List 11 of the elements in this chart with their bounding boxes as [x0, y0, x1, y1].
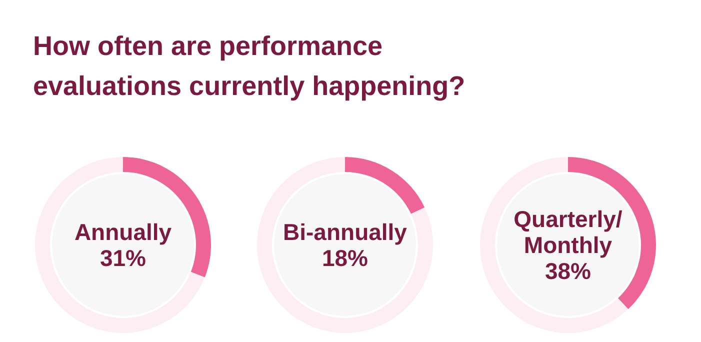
- data-label: 38%: [544, 258, 592, 284]
- slice-label: Annually: [74, 219, 172, 245]
- data-label: 18%: [322, 245, 368, 271]
- slice-label: Quarterly/ Monthly: [514, 206, 623, 258]
- chart-title: How often are performance evaluations currently happening?: [33, 31, 466, 101]
- data-label: 31%: [100, 245, 146, 271]
- donut-slice: [35, 157, 205, 333]
- slice-label: Bi-annually: [283, 219, 408, 245]
- donut-slice: [480, 157, 628, 333]
- donut-slice: [345, 157, 425, 214]
- donut-slice: [257, 157, 433, 333]
